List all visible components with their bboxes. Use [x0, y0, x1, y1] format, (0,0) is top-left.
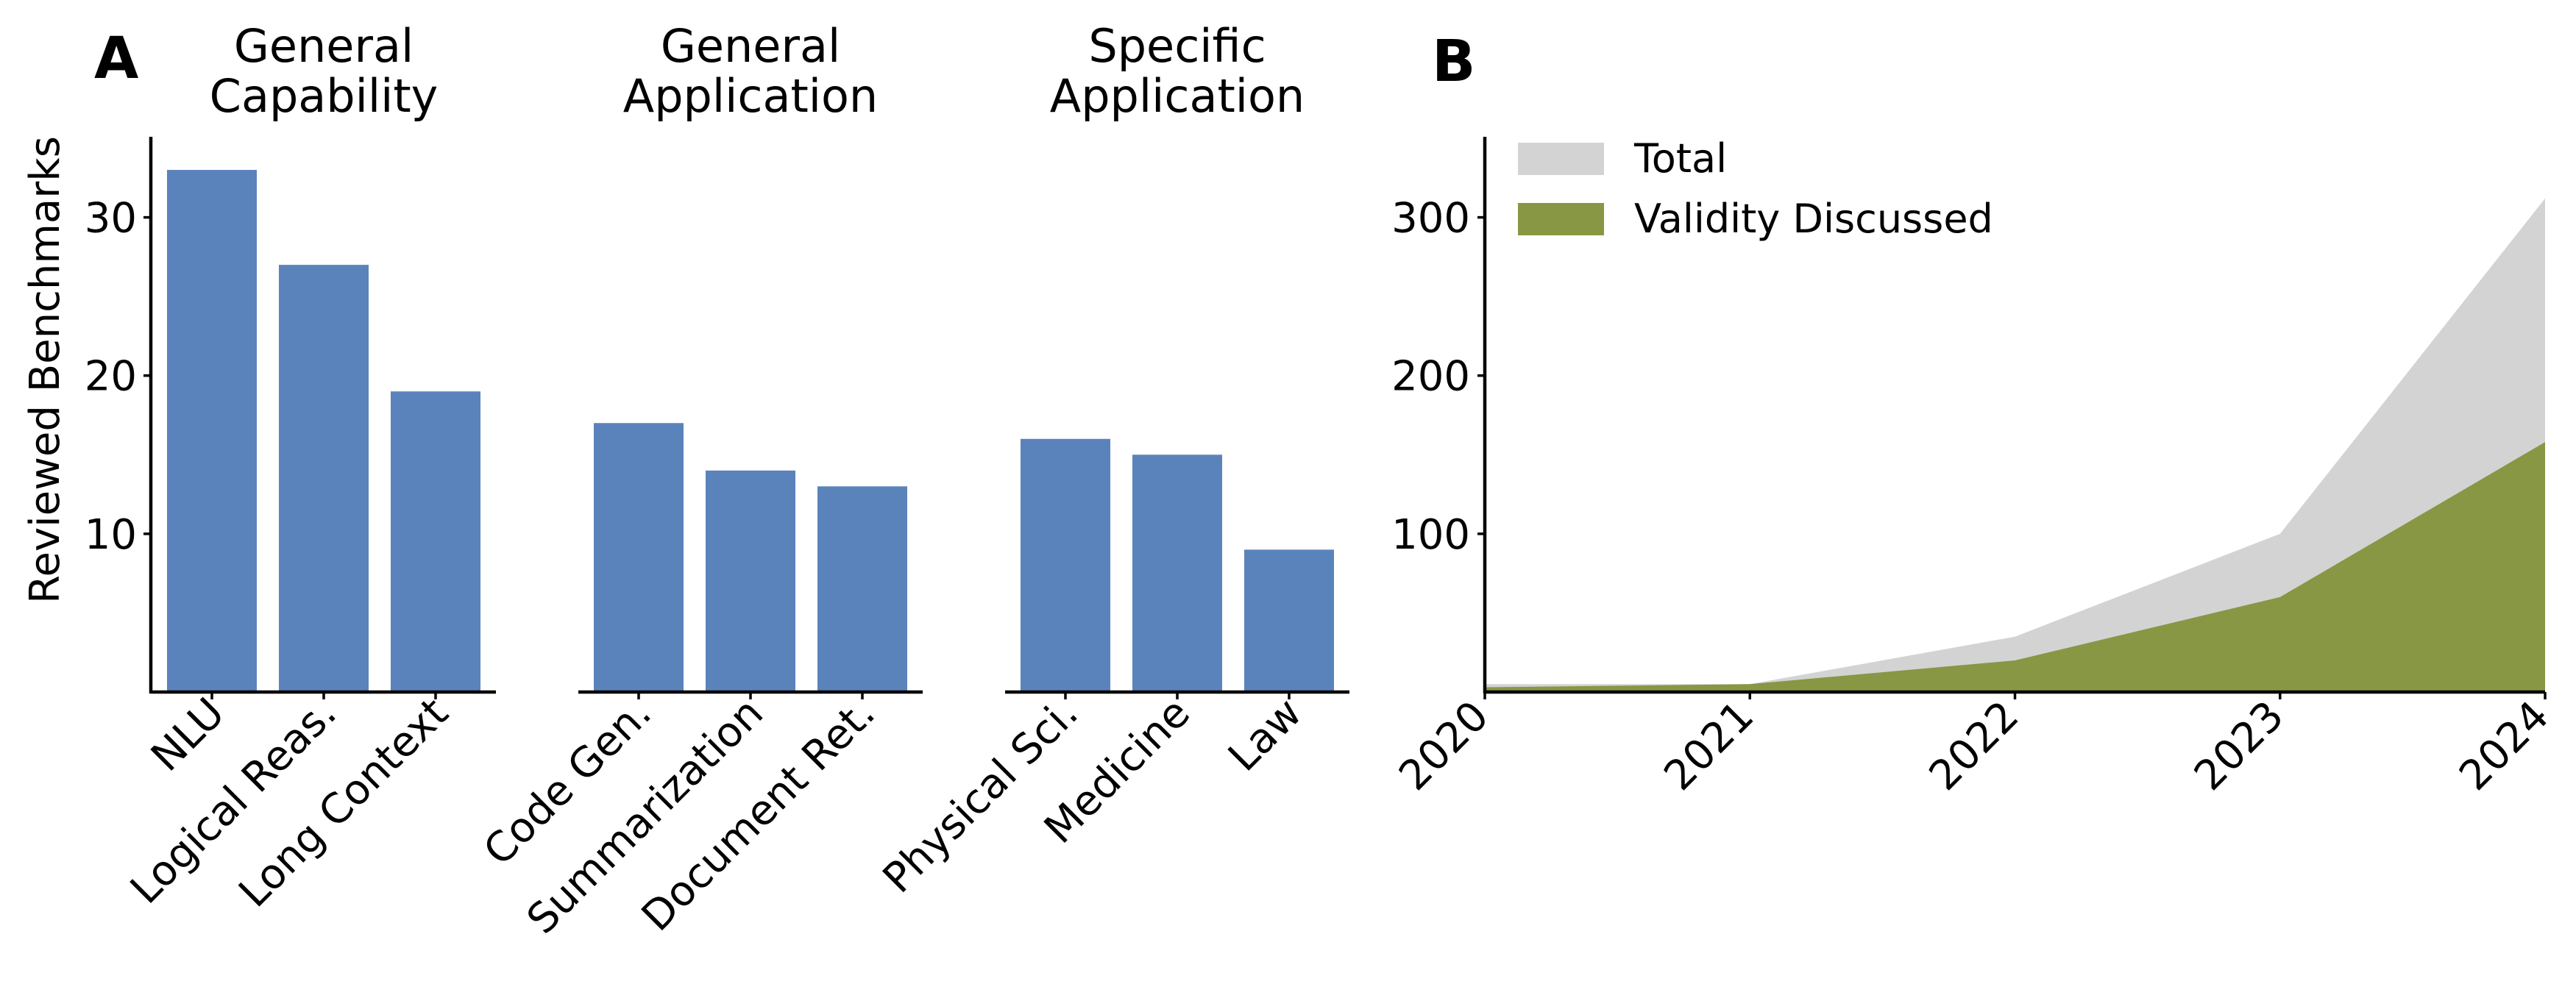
- y-axis-label-a: Reviewed Benchmarks: [21, 136, 69, 604]
- y-tick-label-b: 200: [1391, 353, 1470, 401]
- panel-a: A Reviewed Benchmarks General CapabilityG…: [21, 19, 1349, 944]
- legend-label: Validity Discussed: [1634, 196, 1993, 242]
- bar-code-gen: [594, 423, 684, 692]
- y-tick-label-b: 300: [1391, 195, 1470, 243]
- legend-label: Total: [1633, 135, 1727, 182]
- legend-swatch: [1518, 203, 1604, 235]
- group-title-line: Specific: [1088, 19, 1266, 73]
- x-tick-label: Physical Sci.: [874, 689, 1087, 902]
- bar-nlu: [167, 170, 257, 692]
- group-title-line: Application: [1050, 69, 1305, 123]
- bar-summarization: [706, 470, 795, 692]
- y-tick-label-b: 100: [1391, 511, 1470, 559]
- area-total: [1485, 198, 2545, 692]
- x-tick-label-b: 2020: [1390, 692, 1498, 800]
- legend-b: Total Validity Discussed: [1518, 135, 1993, 242]
- panel-letter-a: A: [94, 26, 138, 92]
- x-tick-label: Law: [1219, 689, 1311, 781]
- bar-long-context: [391, 391, 480, 692]
- group-title-line: Capability: [210, 69, 439, 123]
- bar-document-ret: [817, 486, 907, 692]
- group-title-line: General: [234, 19, 414, 73]
- bar-physical-sci: [1021, 438, 1110, 692]
- x-tick-label: NLU: [142, 689, 234, 781]
- y-tick-label-a: 10: [85, 511, 137, 559]
- group-title-2: General Application: [623, 19, 878, 123]
- bar-logical-reas: [279, 265, 369, 693]
- group-title-1: General Capability: [210, 19, 439, 123]
- x-tick-label-b: 2021: [1655, 692, 1763, 800]
- group-title-line: Application: [623, 69, 878, 123]
- areas-b: [1485, 198, 2545, 692]
- panel-letter-b: B: [1432, 29, 1475, 95]
- y-tick-label-a: 30: [85, 195, 137, 243]
- y-tick-label-a: 20: [85, 353, 137, 401]
- x-tick-label-b: 2022: [1920, 692, 2029, 800]
- bar-medicine: [1132, 454, 1222, 692]
- legend-swatch: [1518, 143, 1604, 175]
- bars-a: [167, 170, 1334, 693]
- group-title-3: Specific Application: [1050, 19, 1305, 123]
- x-tick-label-b: 2023: [2185, 692, 2293, 800]
- area-validity-discussed: [1485, 442, 2545, 692]
- panel-b: B 100 200 300 2020 2021 2022 2023 2024 Total Val…: [1390, 29, 2558, 800]
- axes-a: 10 20 30: [85, 137, 1349, 699]
- x-tick-label-b: 2024: [2450, 692, 2558, 800]
- bar-law: [1244, 549, 1334, 692]
- group-title-line: General: [661, 19, 840, 73]
